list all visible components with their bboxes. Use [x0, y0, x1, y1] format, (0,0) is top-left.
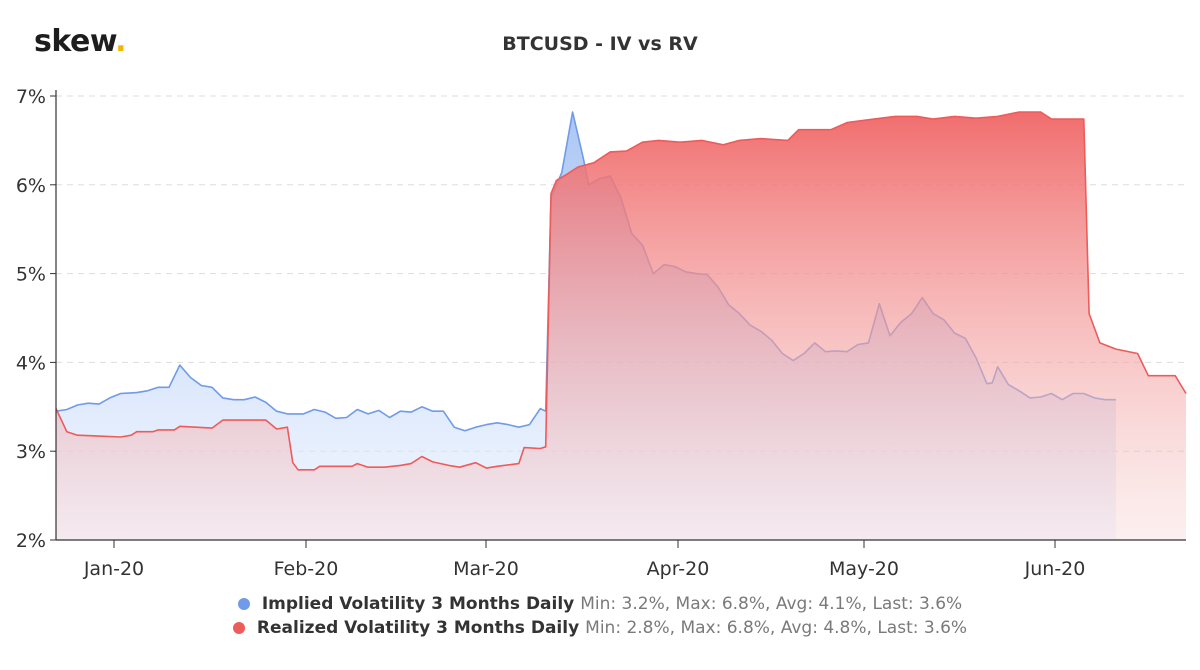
y-tick-label: 6%	[16, 175, 46, 197]
y-tick-label: 4%	[16, 352, 46, 374]
chart-area: 2% 3% 4% 5% 6% 7% Jan-20 Feb-20 Mar-20 Apr-20 May-…	[16, 86, 1187, 580]
x-tick-label: May-20	[829, 558, 899, 580]
x-tick-label: Feb-20	[274, 558, 339, 580]
iv-legend-stats: Min: 3.2%, Max: 6.8%, Avg: 4.1%, Last: 3…	[580, 594, 963, 614]
y-tick-label: 7%	[16, 86, 46, 108]
y-tick-label: 3%	[16, 441, 46, 463]
brand-dot: .	[115, 24, 127, 59]
chart-title: BTCUSD - IV vs RV	[502, 33, 698, 55]
skew-logo: skew.	[34, 24, 127, 59]
y-tick-label: 2%	[16, 530, 46, 552]
iv-legend-marker	[237, 598, 250, 610]
rv-legend-name: Realized Volatility 3 Months Daily	[256, 618, 580, 638]
axes: 2% 3% 4% 5% 6% 7% Jan-20 Feb-20 Mar-20 Apr-20 May-…	[16, 86, 1186, 580]
x-tick-label: Jan-20	[83, 558, 144, 580]
x-tick-label: Mar-20	[453, 558, 519, 580]
x-tick-label: Apr-20	[647, 558, 710, 580]
series-layer	[55, 111, 1187, 540]
rv-legend-marker	[232, 622, 245, 634]
rv-line	[55, 111, 1187, 471]
legend: Implied Volatility 3 Months Daily Min: 3…	[0, 592, 1200, 640]
rv-legend-stats: Min: 2.8%, Max: 6.8%, Avg: 4.8%, Last: 3…	[585, 618, 968, 638]
rv-area	[56, 112, 1186, 540]
legend-item-iv[interactable]: Implied Volatility 3 Months Daily Min: 3…	[0, 592, 1200, 616]
y-tick-label: 5%	[16, 264, 46, 286]
x-tick-label: Jun-20	[1024, 558, 1086, 580]
brand-name: skew	[34, 24, 116, 59]
iv-legend-name: Implied Volatility 3 Months Daily	[261, 594, 575, 614]
legend-item-rv[interactable]: Realized Volatility 3 Months Daily Min: …	[0, 616, 1200, 640]
